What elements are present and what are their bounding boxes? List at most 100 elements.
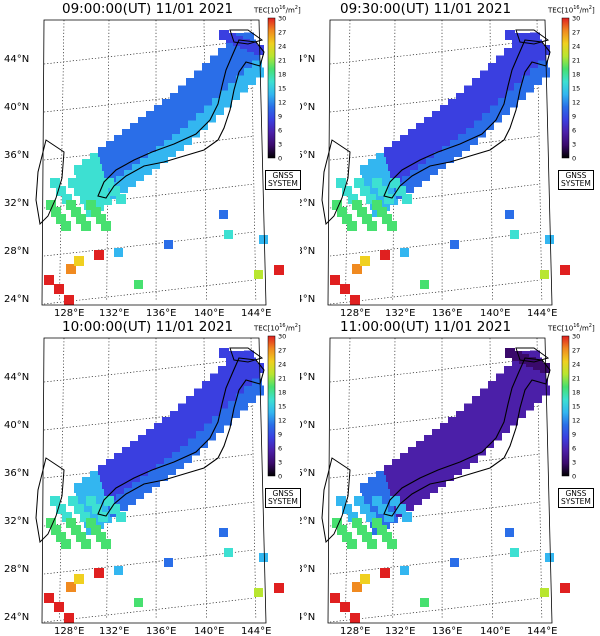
gnss-system-label: GNSS SYSTEM	[558, 488, 594, 508]
tec-cell	[198, 402, 208, 413]
tec-cell	[116, 176, 126, 186]
tec-cell	[182, 417, 192, 428]
tec-cell	[186, 113, 196, 124]
tec-cell	[80, 504, 90, 514]
tec-cell	[134, 598, 143, 607]
tec-cell	[230, 408, 240, 418]
tec-cell	[96, 174, 106, 184]
tec-cell	[222, 415, 232, 426]
latitude-label: 24°N	[4, 612, 29, 623]
tec-cell	[490, 423, 500, 434]
tec-cell	[206, 77, 216, 87]
tec-cell	[402, 142, 412, 152]
tec-cell	[64, 295, 74, 305]
korea-coastline	[321, 457, 351, 544]
tec-cell	[492, 395, 502, 405]
tec-cell	[332, 518, 342, 528]
tec-cell	[390, 496, 400, 506]
tec-cell	[172, 134, 182, 144]
tec-cell	[360, 504, 370, 514]
tec-cell	[510, 387, 520, 397]
hokkaido-coastline	[515, 347, 550, 363]
tec-cell	[178, 121, 188, 131]
colorbar	[267, 335, 276, 477]
tec-cell	[412, 461, 422, 471]
tec-cell	[386, 154, 396, 164]
tec-cell	[96, 492, 106, 502]
tec-cell	[404, 467, 414, 477]
tec-cell	[254, 385, 264, 396]
tec-cell	[112, 162, 122, 172]
tec-cell	[500, 387, 510, 398]
tec-cell	[62, 512, 72, 522]
tec-cell	[101, 539, 111, 549]
tec-cell	[56, 532, 66, 542]
colorbar	[561, 17, 570, 159]
tec-cell	[360, 483, 370, 493]
tec-cell	[44, 593, 54, 603]
tec-cell	[512, 33, 522, 43]
tec-cell	[198, 120, 208, 130]
tec-cell	[194, 70, 204, 81]
latitude-label: 28°N	[4, 246, 29, 257]
tec-cell	[146, 463, 156, 473]
tec-cell	[342, 504, 352, 514]
tec-cell	[452, 465, 462, 475]
colorbar-tick-label: 21	[278, 375, 286, 383]
tec-cell	[402, 494, 412, 504]
tec-cell	[50, 496, 60, 506]
tec-cell	[406, 156, 416, 166]
tec-cell	[454, 438, 464, 448]
tec-cell	[140, 124, 150, 134]
tec-cell	[254, 45, 264, 55]
colorbar-tick-label: 12	[278, 99, 286, 107]
latitude-label: 32°N	[4, 516, 29, 527]
colorbar-tick-label: 24	[278, 43, 286, 51]
tec-cell	[442, 146, 452, 156]
tec-cell	[254, 588, 263, 597]
colorbar-tick-label: 27	[572, 29, 580, 37]
tec-cell	[424, 117, 434, 127]
tec-cell	[116, 460, 126, 470]
tec-cell	[414, 468, 424, 478]
tec-cell	[74, 483, 84, 493]
colorbar-tick-label: 18	[278, 71, 286, 79]
tec-cell	[54, 284, 64, 294]
tec-cell	[126, 461, 136, 471]
tec-cell	[472, 396, 482, 406]
tec-cell	[510, 69, 520, 79]
tec-cell	[540, 588, 549, 597]
latitude-label: 28°N	[300, 564, 315, 575]
tec-cell	[456, 93, 466, 103]
tec-cell	[92, 504, 102, 514]
tec-cell	[108, 148, 118, 158]
tec-cell	[94, 485, 104, 495]
tec-cell	[196, 431, 206, 441]
tec-cell	[518, 379, 528, 390]
tec-cell	[460, 425, 470, 435]
tec-cell	[94, 167, 104, 177]
tec-cell	[74, 256, 84, 266]
colorbar-tick-label: 0	[572, 155, 576, 163]
tec-cell	[412, 177, 422, 187]
tec-cell	[64, 613, 74, 623]
tec-cell	[500, 69, 510, 80]
tec-cell	[330, 593, 340, 603]
tec-cell	[488, 416, 498, 427]
tec-cell	[132, 482, 142, 492]
tec-cell	[198, 438, 208, 448]
tec-cell	[192, 417, 202, 427]
tec-cell	[202, 63, 212, 73]
latitude-label: 36°N	[300, 150, 315, 161]
tec-cell	[496, 91, 506, 101]
tec-cell	[404, 149, 414, 159]
tec-cell	[368, 477, 378, 487]
tec-cell	[71, 207, 81, 217]
tec-cell	[76, 172, 86, 182]
tec-cell	[378, 504, 388, 514]
tec-cell	[454, 120, 464, 130]
colorbar-tick-label: 24	[572, 361, 580, 369]
tec-cell	[484, 84, 494, 95]
tec-cell	[196, 395, 206, 406]
tec-cell	[214, 423, 224, 433]
